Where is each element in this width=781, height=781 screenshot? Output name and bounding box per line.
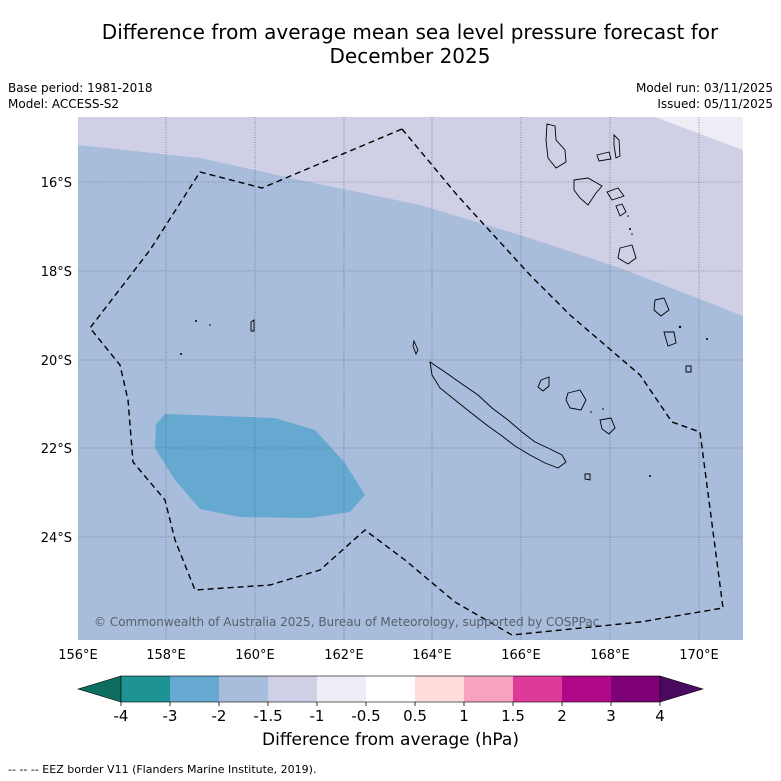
colorbar-segment	[415, 676, 465, 702]
lon-label-168e: 168°E	[590, 648, 630, 663]
colorbar-segment	[513, 676, 563, 702]
colorbar-segment	[366, 676, 416, 702]
map-area: © Commonwealth of Australia 2025, Bureau…	[78, 117, 743, 640]
colorbar-segment	[268, 676, 318, 702]
lat-label-16s: 16°S	[41, 176, 72, 191]
colorbar-under-arrow	[76, 675, 122, 703]
lon-label-170e: 170°E	[679, 648, 719, 663]
copyright-notice: © Commonwealth of Australia 2025, Bureau…	[94, 615, 599, 629]
new-caledonia	[429, 361, 567, 469]
lon-label-166e: 166°E	[501, 648, 541, 663]
colorbar-outline	[120, 675, 661, 703]
lat-label-22s: 22°S	[41, 442, 72, 457]
colorbar-segment	[317, 676, 367, 702]
belep-islands	[412, 339, 419, 356]
malekula-island	[573, 177, 603, 206]
erromango-island	[653, 297, 670, 317]
base-period: Base period: 1981-2018	[8, 81, 153, 95]
vanuatu-islet-4	[615, 203, 627, 217]
colorbar-segment	[170, 676, 220, 702]
colorbar-segments	[121, 676, 661, 702]
chart-title: Difference from average mean sea level p…	[40, 20, 780, 68]
mare-island	[599, 417, 616, 435]
model-run: Model run: 03/11/2025	[635, 81, 773, 95]
colorbar-segment	[611, 676, 661, 702]
colorbar-over-arrow	[659, 675, 705, 703]
gridlines	[78, 117, 743, 640]
meta-left: Base period: 1981-2018 Model: ACCESS-S2	[8, 80, 153, 112]
field-minus1-5	[78, 117, 743, 316]
lon-axis: 156°E 158°E 160°E 162°E 164°E 166°E 168°…	[58, 648, 719, 663]
aneityum-island	[685, 365, 692, 373]
colorbar-segment	[219, 676, 269, 702]
title-line-2: December 2025	[329, 44, 491, 68]
meta-right: Model run: 03/11/2025 Issued: 05/11/2025	[636, 80, 773, 112]
lifou-island	[565, 389, 587, 411]
colorbar-tick-label: -1.5	[253, 707, 282, 725]
colorbar-tick-label: -1	[310, 707, 325, 725]
vanuatu-islet-1	[596, 151, 612, 162]
vanuatu-islet-2	[613, 133, 621, 159]
field-minus3	[155, 414, 365, 518]
colorbar-tick-label: -2	[212, 707, 227, 725]
eez-border	[89, 128, 724, 636]
efate-island	[617, 244, 637, 265]
lon-label-156e: 156°E	[58, 648, 98, 663]
field-minus1	[655, 117, 743, 150]
coastlines	[250, 123, 692, 481]
lat-label-18s: 18°S	[41, 265, 72, 280]
colorbar-segment	[121, 676, 171, 702]
espiritu-santo	[545, 123, 567, 169]
chesterfield-islands	[250, 319, 255, 332]
vanuatu-islet-3	[606, 187, 625, 201]
colorbar-tick-label: -0.5	[351, 707, 380, 725]
colorbar-title: Difference from average (hPa)	[262, 730, 519, 750]
model-name: Model: ACCESS-S2	[8, 97, 120, 111]
small-islets	[180, 215, 708, 477]
eez-footnote: -- -- -- EEZ border V11 (Flanders Marine…	[8, 763, 317, 776]
colorbar-tick-label: 4	[655, 707, 665, 725]
colorbar-tick-label: 3	[606, 707, 616, 725]
title-line-1: Difference from average mean sea level p…	[101, 20, 719, 44]
colorbar-tick-label: -4	[114, 707, 129, 725]
issued-date: Issued: 05/11/2025	[657, 97, 773, 111]
colorbar-tick-label: 0.5	[403, 707, 427, 725]
colorbar-segment	[464, 676, 514, 702]
colorbar-tick-label: 2	[557, 707, 567, 725]
colorbar-tick-label: 1.5	[501, 707, 525, 725]
ouvea-island	[537, 376, 550, 392]
lon-label-162e: 162°E	[324, 648, 364, 663]
colorbar-ticks: -4 -3 -2 -1.5 -1 -0.5 0.5 1 1.5 2 3 4	[114, 702, 665, 725]
colorbar-segment	[562, 676, 612, 702]
lon-label-160e: 160°E	[235, 648, 275, 663]
lat-axis: 16°S 18°S 20°S 22°S 24°S	[41, 176, 72, 546]
colorbar-tick-label: 1	[459, 707, 469, 725]
isle-of-pines	[584, 473, 591, 481]
tanna-island	[663, 331, 677, 347]
lon-label-164e: 164°E	[412, 648, 452, 663]
colorbar-tick-label: -3	[163, 707, 178, 725]
colorbar: -4 -3 -2 -1.5 -1 -0.5 0.5 1 1.5 2 3 4	[76, 675, 705, 725]
lat-label-24s: 24°S	[41, 531, 72, 546]
lat-label-20s: 20°S	[41, 354, 72, 369]
lon-label-158e: 158°E	[146, 648, 186, 663]
